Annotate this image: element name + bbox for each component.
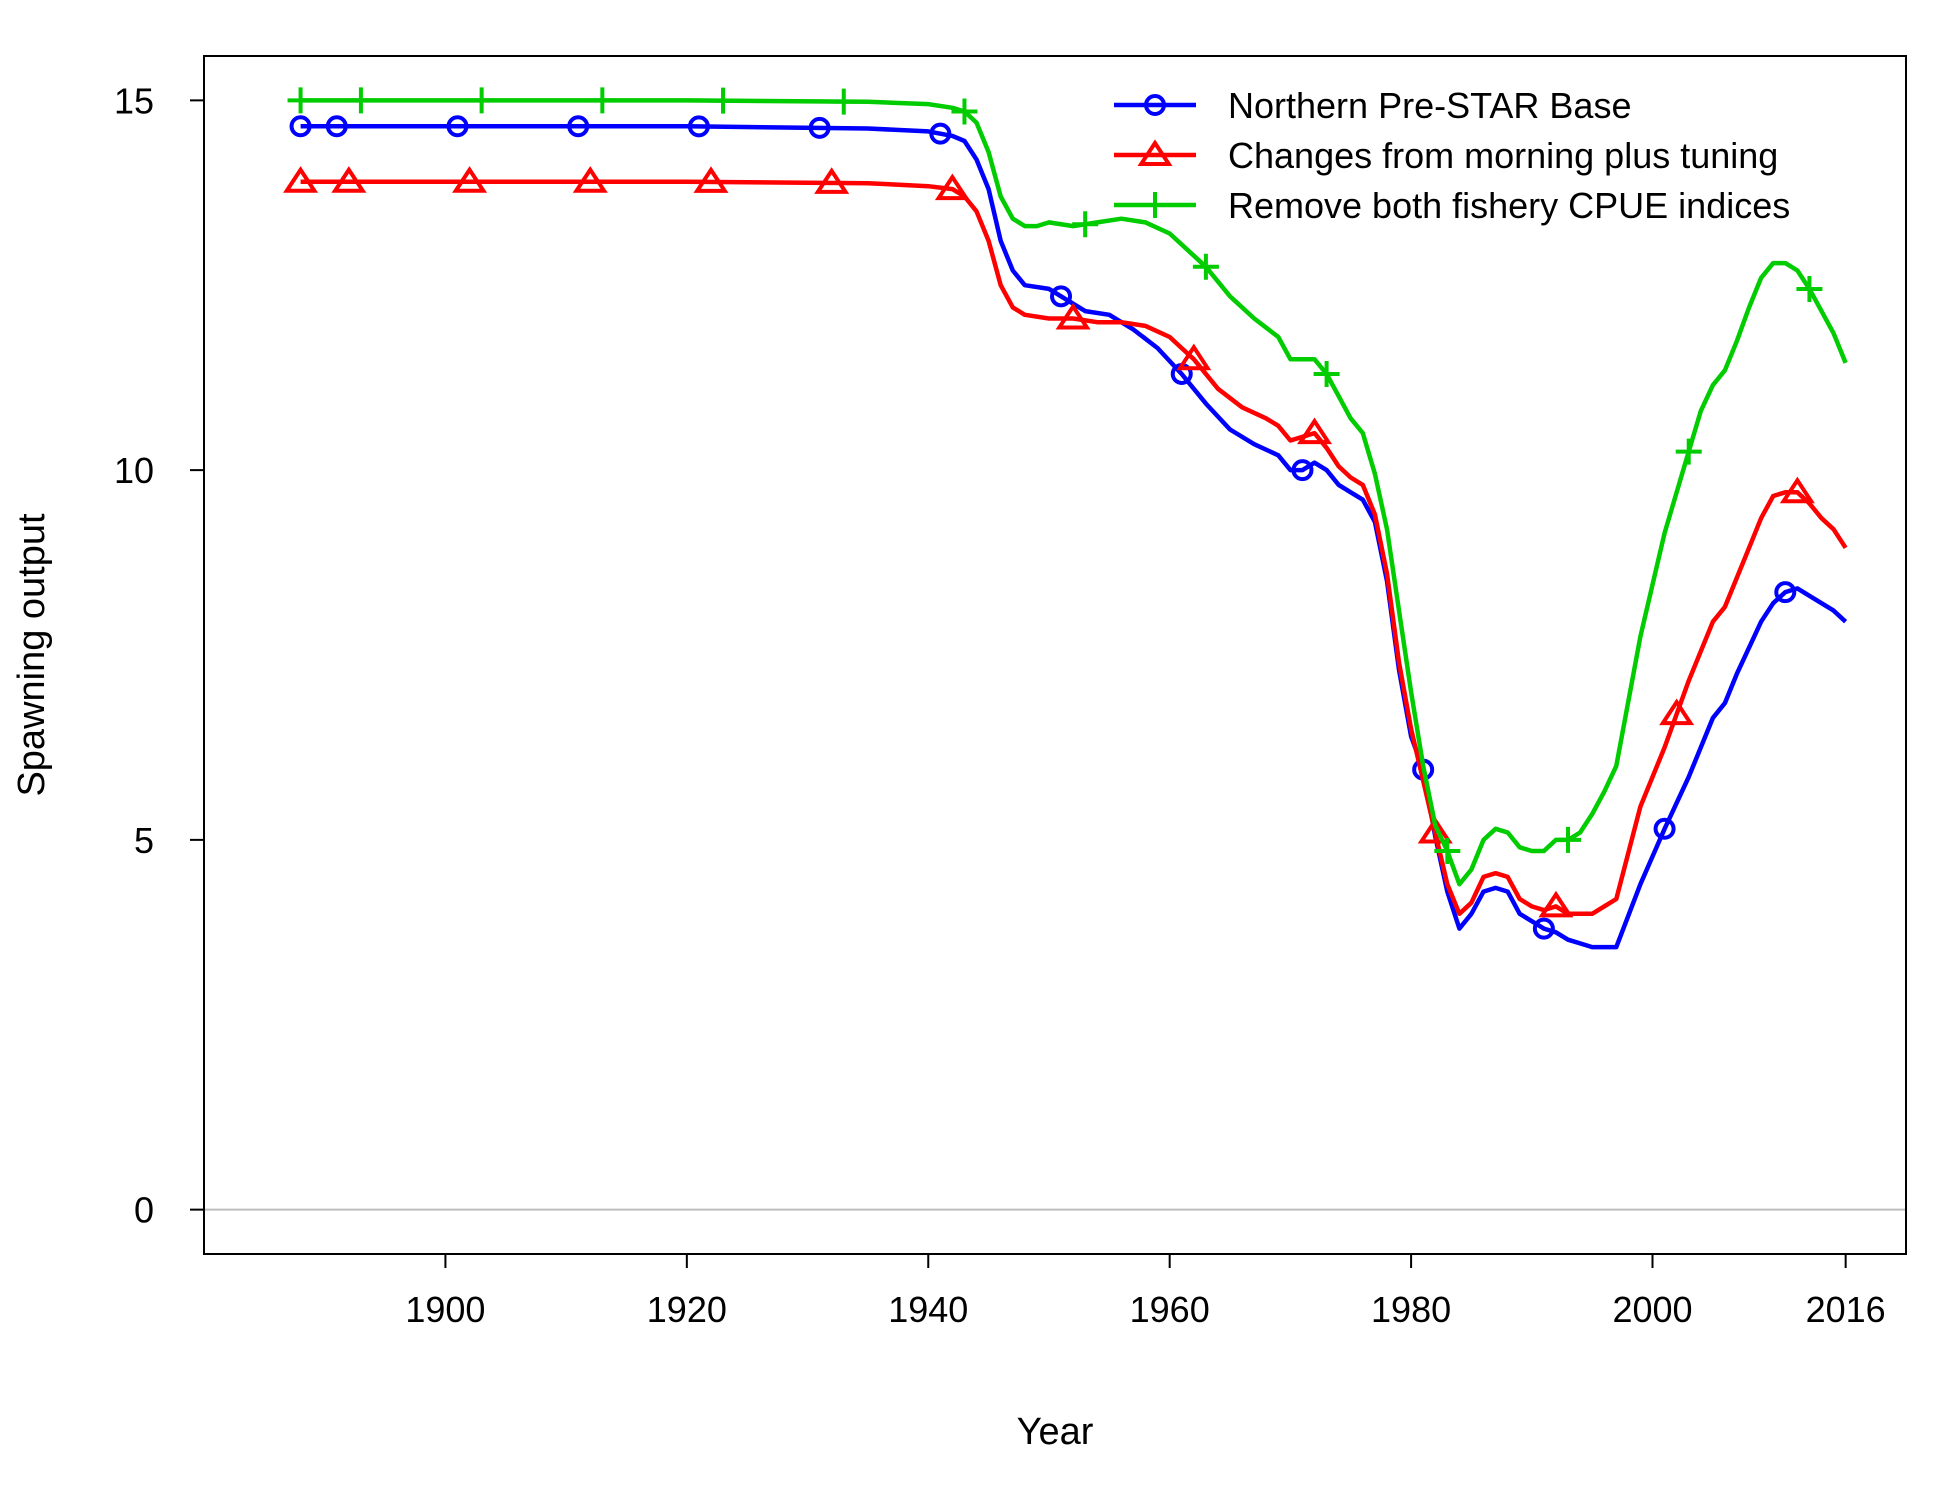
triangle-marker (452, 166, 488, 193)
legend-label: Remove both fishery CPUE indices (1228, 185, 1790, 226)
series-layer (283, 87, 1848, 950)
x-axis: 1900 1920 1940 1960 1980 2000 2016 (405, 1253, 1886, 1330)
x-axis-title: Year (1017, 1411, 1094, 1453)
x-tick-label: 2000 (1612, 1289, 1692, 1330)
legend-label: Changes from morning plus tuning (1228, 135, 1778, 176)
legend: Northern Pre-STAR Base Changes from morni… (1114, 85, 1790, 226)
plus-marker (287, 87, 314, 114)
triangle-marker (1137, 139, 1173, 166)
triangle-marker (934, 173, 970, 201)
plus-marker (347, 87, 374, 114)
plus-marker (1675, 438, 1702, 465)
triangle-marker (331, 166, 367, 193)
triangle-marker (1176, 343, 1212, 371)
series-line (300, 179, 1848, 917)
plus-marker (1313, 360, 1340, 387)
circle-marker (1774, 581, 1797, 604)
circle-marker (1144, 94, 1166, 116)
circle-marker (1291, 459, 1314, 482)
y-tick-label: 0 (134, 1190, 154, 1231)
x-tick-label: 1960 (1130, 1289, 1210, 1330)
plus-marker (1555, 826, 1582, 853)
y-axis: 0 5 10 15 (114, 80, 204, 1231)
x-tick-label: 1900 (405, 1289, 485, 1330)
y-tick-label: 10 (114, 450, 154, 491)
plus-marker (830, 88, 857, 115)
plus-marker (1192, 253, 1219, 280)
legend-entry-1: Northern Pre-STAR Base (1114, 85, 1631, 126)
circle-marker (808, 116, 831, 139)
circle-marker (325, 115, 348, 138)
triangle-marker (1417, 816, 1453, 844)
legend-entry-3: Remove both fishery CPUE indices (1114, 185, 1790, 226)
triangle-marker (1055, 302, 1091, 330)
y-axis-title: Spawning output (11, 513, 53, 797)
circle-marker (1532, 917, 1555, 940)
plus-marker (1142, 192, 1168, 218)
circle-marker (446, 115, 469, 138)
plus-marker (468, 87, 495, 114)
triangle-marker (814, 167, 850, 194)
plus-marker (1796, 275, 1823, 302)
legend-label: Northern Pre-STAR Base (1228, 85, 1631, 126)
series-2 (283, 166, 1848, 918)
plus-marker (1072, 211, 1099, 238)
x-tick-label: 2016 (1806, 1289, 1886, 1330)
circle-marker (929, 122, 952, 145)
series-line (300, 98, 1848, 887)
series-3 (287, 87, 1848, 887)
triangle-marker (283, 166, 319, 193)
x-tick-label: 1940 (888, 1289, 968, 1330)
x-tick-label: 1980 (1371, 1289, 1451, 1330)
triangle-marker (1538, 890, 1574, 918)
circle-marker (1653, 817, 1676, 840)
plus-marker (951, 98, 978, 125)
y-tick-label: 15 (114, 80, 154, 121)
y-tick-label: 5 (134, 820, 154, 861)
circle-marker (567, 115, 590, 138)
legend-entry-2: Changes from morning plus tuning (1114, 135, 1778, 176)
x-tick-label: 1920 (647, 1289, 727, 1330)
triangle-marker (572, 166, 608, 193)
circle-marker (1050, 285, 1073, 308)
plus-marker (710, 87, 737, 114)
circle-marker (687, 115, 710, 138)
triangle-marker (1779, 476, 1815, 504)
circle-marker (289, 115, 312, 138)
plus-marker (589, 87, 616, 114)
plus-marker (1434, 837, 1461, 864)
triangle-marker (693, 166, 729, 193)
triangle-marker (1297, 417, 1333, 445)
triangle-marker (1659, 698, 1695, 726)
